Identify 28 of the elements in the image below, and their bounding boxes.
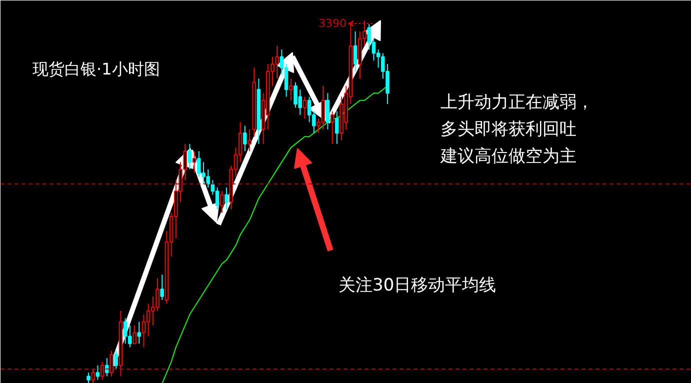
candlestick [248, 128, 252, 152]
candlestick [330, 110, 334, 144]
candlestick [142, 314, 146, 348]
candlestick [224, 186, 228, 210]
candlestick [220, 190, 224, 214]
candlestick [160, 274, 164, 301]
candlestick [114, 350, 118, 370]
candlestick [188, 143, 192, 170]
candlestick [302, 96, 307, 120]
text: 现货白银·1小时图 [32, 60, 160, 78]
text: 上升动力正在减弱， [440, 92, 594, 112]
candlestick [96, 364, 100, 380]
candlestick [192, 150, 196, 174]
candlestick [132, 324, 136, 344]
candlestick [335, 110, 339, 144]
candlestick [243, 125, 247, 152]
candlestick [289, 78, 293, 101]
candlestick [86, 372, 90, 383]
text: 建议高位做空为主 [440, 146, 576, 166]
candlestick [326, 92, 330, 130]
candlestick [137, 321, 141, 344]
annotation: 关注30日移动平均线 [338, 276, 496, 296]
candlestick [215, 186, 220, 210]
annotation: 3390 [318, 17, 347, 30]
candlestick [105, 358, 109, 377]
text: 多头即将获利回吐 [440, 120, 576, 140]
candlestick [110, 350, 114, 377]
candlestick [353, 30, 358, 72]
